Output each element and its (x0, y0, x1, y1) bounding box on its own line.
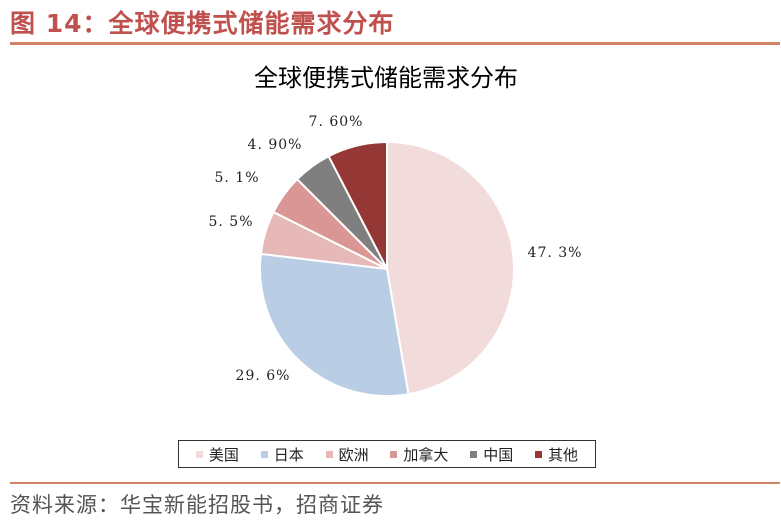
legend-item-5: 中国 (470, 444, 513, 465)
header-divider (10, 42, 780, 45)
legend-label: 美国 (208, 445, 239, 464)
data-label-3: 5. 5% (208, 214, 253, 230)
pie-slices (259, 140, 515, 397)
legend-label: 中国 (483, 445, 514, 464)
pie-slice-1 (386, 140, 515, 396)
legend-swatch (195, 450, 203, 458)
legend-item-2: 日本 (260, 444, 304, 465)
pie-data-labels: 47. 3% 29. 6% 5. 5% 5. 1% 4. 90% 7. 60% (208, 114, 583, 384)
legend-item-4: 加拿大 (390, 444, 448, 465)
legend-item-1: 美国 (195, 444, 239, 465)
data-label-6: 7. 60% (309, 114, 364, 130)
data-label-2: 29. 6% (236, 368, 291, 384)
legend-item-6: 其他 (535, 444, 578, 465)
chart-title: 全球便携式储能需求分布 (254, 64, 518, 92)
data-label-1: 47. 3% (528, 245, 583, 261)
legend-label: 其他 (548, 445, 579, 464)
pie-chart: 全球便携式储能需求分布 47. 3% 29. 6% 5. 5% 5. 1% 4. 90%… (208, 64, 583, 397)
legend-item-3: 欧洲 (325, 444, 369, 465)
legend-swatch (260, 450, 268, 458)
figure-header: 图 14：全球便携式储能需求分布 (0, 0, 781, 45)
source-note: 资料来源：华宝新能招股书，招商证券 (10, 493, 384, 517)
legend-swatch (390, 450, 398, 458)
source-divider (10, 482, 780, 484)
pie-slice-6 (327, 140, 388, 270)
figure-heading: 图 14：全球便携式储能需求分布 (10, 9, 395, 38)
legend-label: 加拿大 (403, 445, 449, 464)
chart-legend: 美国 日本 欧洲 加拿大 中国 其他 (178, 440, 596, 468)
legend-swatch (325, 450, 333, 458)
data-label-4: 5. 1% (214, 170, 259, 186)
data-label-5: 4. 90% (248, 137, 303, 153)
legend-label: 欧洲 (338, 445, 369, 464)
legend-label: 日本 (273, 445, 304, 464)
legend-swatch (535, 450, 543, 458)
pie-slice-2 (259, 252, 410, 397)
legend-swatch (470, 450, 478, 458)
